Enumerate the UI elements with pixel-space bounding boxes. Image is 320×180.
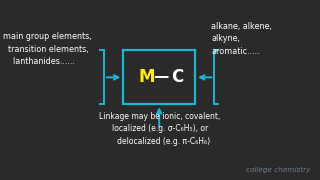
Text: C: C (171, 68, 183, 86)
Text: M: M (138, 68, 155, 86)
Text: alkane, alkene,
alkyne,
aromatic.....: alkane, alkene, alkyne, aromatic..... (211, 22, 272, 56)
Text: Linkage may be ionic, covalent,
localized (e.g. σ-C₆H₅), or
   delocalized (e.g.: Linkage may be ionic, covalent, localize… (99, 112, 221, 146)
Text: college chemistry: college chemistry (246, 167, 310, 173)
Text: —: — (153, 69, 169, 84)
Text: main group elements,
  transition elements,
    lanthanides......: main group elements, transition elements… (3, 32, 92, 66)
